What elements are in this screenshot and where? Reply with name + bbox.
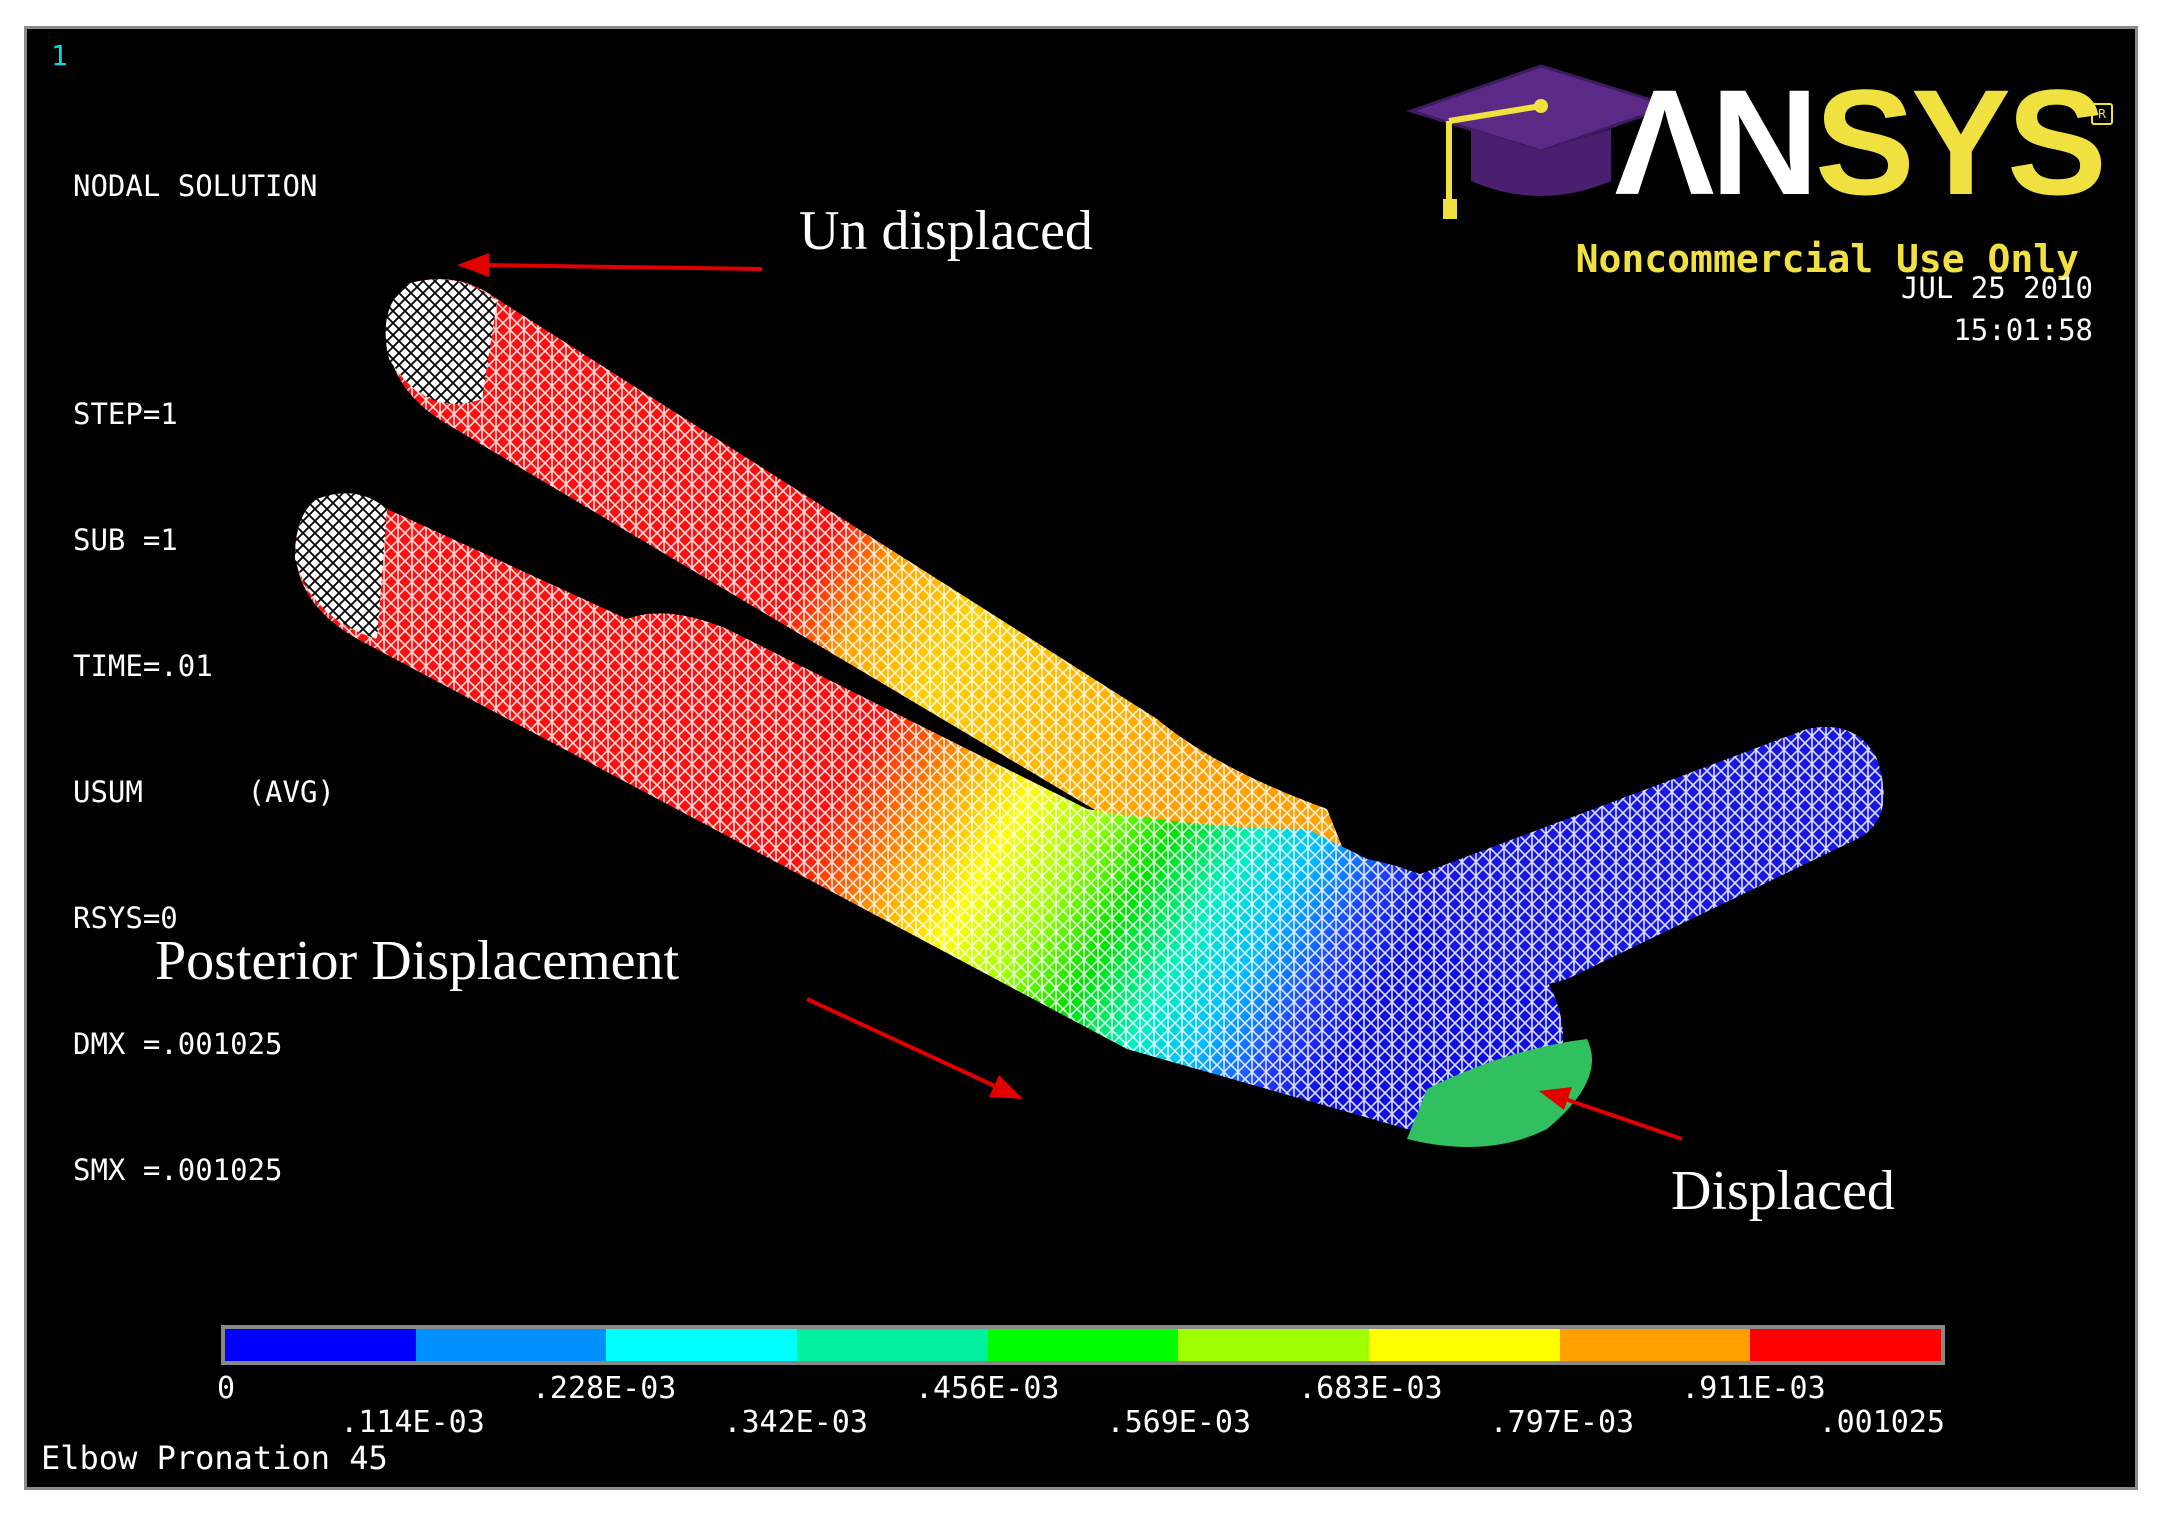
graduation-cap-icon bbox=[1406, 64, 1676, 219]
legend-swatch-1 bbox=[415, 1329, 607, 1361]
arrow-posterior bbox=[806, 997, 1023, 1099]
label-posterior-displacement: Posterior Displacement bbox=[155, 930, 680, 992]
legend-tick-label: .342E-03 bbox=[723, 1405, 868, 1440]
ansys-graphics-window: 1 NODAL SOLUTION STEP=1 SUB =1 TIME=.01 … bbox=[24, 26, 2138, 1490]
info-sub: SUB =1 bbox=[73, 523, 178, 557]
arrow-displaced bbox=[1539, 1087, 1683, 1141]
legend-tick-label: .114E-03 bbox=[340, 1405, 485, 1440]
legend-tick-label: .797E-03 bbox=[1489, 1405, 1635, 1440]
ansys-logo: ΛNSYS R Noncommercial Use Only bbox=[1401, 51, 2121, 281]
legend-tick-label: 0 bbox=[217, 1371, 236, 1406]
legend-tick-label: .456E-03 bbox=[914, 1371, 1060, 1406]
label-undisplaced: Un displaced bbox=[799, 200, 1093, 262]
legend-swatch-2 bbox=[606, 1329, 798, 1361]
legend-tick-label: .911E-03 bbox=[1681, 1371, 1826, 1406]
info-smx: SMX =.001025 bbox=[73, 1153, 283, 1187]
legend-swatch-8 bbox=[1750, 1329, 1942, 1361]
label-displaced: Displaced bbox=[1671, 1160, 1895, 1222]
license-notice: Noncommercial Use Only bbox=[1575, 237, 2079, 281]
ansys-wordmark: ΛNSYS bbox=[1614, 58, 2107, 226]
info-time: TIME=.01 bbox=[73, 649, 213, 683]
legend-swatch-7 bbox=[1559, 1329, 1751, 1361]
fe-model-view bbox=[295, 253, 1884, 1147]
lower-bone-mesh bbox=[295, 493, 1884, 1147]
contour-legend-bar bbox=[221, 1325, 1945, 1365]
info-rsys: RSYS=0 bbox=[73, 901, 178, 935]
solution-info-block: NODAL SOLUTION STEP=1 SUB =1 TIME=.01 US… bbox=[73, 81, 335, 1275]
plot-caption: Elbow Pronation 45 bbox=[41, 1439, 388, 1477]
date-text: JUL 25 2010 bbox=[1900, 271, 2093, 305]
info-dmx: DMX =.001025 bbox=[73, 1027, 283, 1061]
solution-title: NODAL SOLUTION bbox=[73, 169, 318, 203]
arrow-undisplaced bbox=[457, 253, 763, 277]
legend-swatch-6 bbox=[1369, 1329, 1560, 1361]
info-step: STEP=1 bbox=[73, 397, 178, 431]
legend-tick-label: .569E-03 bbox=[1106, 1405, 1252, 1440]
legend-tick-label: .683E-03 bbox=[1298, 1371, 1443, 1406]
time-text: 15:01:58 bbox=[1953, 313, 2093, 347]
legend-swatch-3 bbox=[797, 1329, 988, 1361]
legend-tick-label: .001025 bbox=[1818, 1405, 1945, 1440]
legend-tick-label: .228E-03 bbox=[531, 1371, 677, 1406]
legend-swatch-4 bbox=[987, 1329, 1179, 1361]
legend-swatch-0 bbox=[225, 1329, 416, 1361]
window-number: 1 bbox=[51, 39, 68, 72]
legend-swatch-5 bbox=[1178, 1329, 1370, 1361]
info-usum: USUM (AVG) bbox=[73, 775, 335, 809]
timestamp: JUL 25 2010 15:01:58 bbox=[1901, 267, 2093, 351]
registered-mark: R bbox=[2091, 103, 2113, 125]
upper-bone-mesh bbox=[385, 279, 1347, 859]
